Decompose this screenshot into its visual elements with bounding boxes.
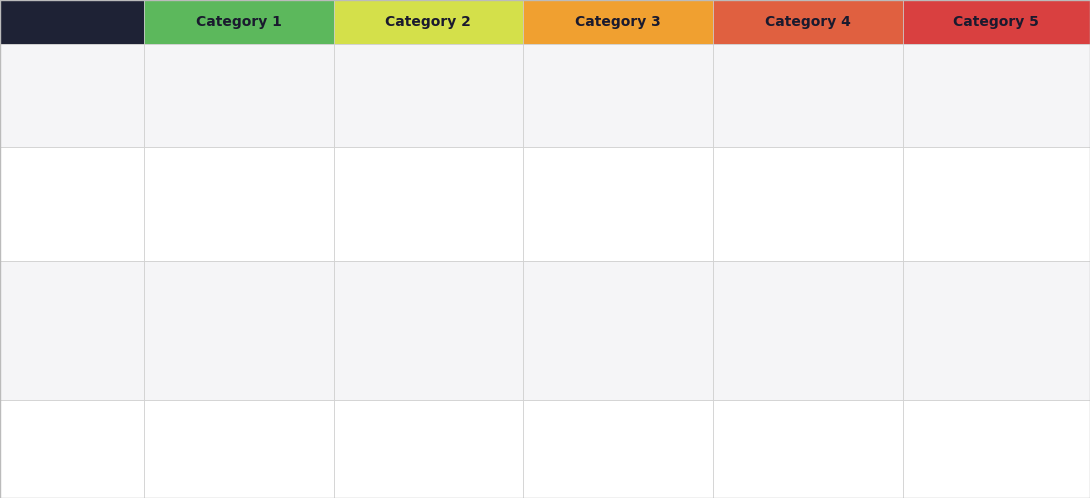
Bar	[713, 261, 903, 400]
Text: Category 4: Category 4	[765, 15, 850, 29]
Bar	[903, 261, 1090, 400]
Bar	[144, 400, 334, 498]
Text: Category 3: Category 3	[576, 15, 661, 29]
Bar	[0, 400, 144, 498]
Bar	[903, 400, 1090, 498]
Bar	[0, 44, 144, 147]
Bar	[713, 44, 903, 147]
Bar	[144, 261, 334, 400]
Text: Category 1: Category 1	[196, 15, 281, 29]
Text: Category 2: Category 2	[386, 15, 471, 29]
Bar	[334, 261, 523, 400]
Bar	[144, 147, 334, 261]
Bar	[334, 147, 523, 261]
Text: Category 5: Category 5	[954, 15, 1039, 29]
Bar	[903, 44, 1090, 147]
Bar	[0, 147, 144, 261]
Bar	[144, 44, 334, 147]
Bar	[0, 261, 144, 400]
Bar	[523, 0, 713, 44]
Bar	[0, 0, 144, 44]
Bar	[523, 147, 713, 261]
Bar	[523, 400, 713, 498]
Bar	[523, 44, 713, 147]
Bar	[713, 400, 903, 498]
Bar	[903, 0, 1090, 44]
Bar	[903, 147, 1090, 261]
Bar	[713, 147, 903, 261]
Bar	[713, 0, 903, 44]
Bar	[523, 261, 713, 400]
Bar	[334, 400, 523, 498]
Bar	[334, 44, 523, 147]
Bar	[144, 0, 334, 44]
Bar	[334, 0, 523, 44]
